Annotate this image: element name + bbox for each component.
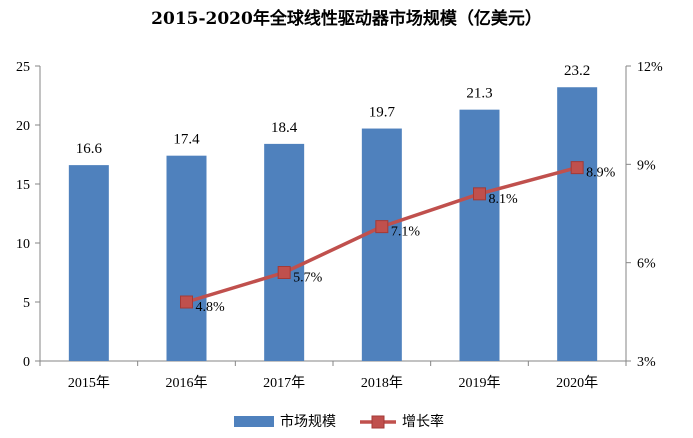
growth-data-label: 4.8% [196,300,226,315]
bar [264,143,305,361]
bar-data-label: 16.6 [76,141,103,157]
y-left-tick-label: 15 [16,178,30,193]
growth-point [180,295,193,309]
y-left-tick-label: 0 [23,355,30,370]
growth-point [277,266,291,279]
growth-point [375,220,389,234]
legend-label: 市场规模 [280,413,336,430]
y-right-tick-label: 6% [637,257,656,272]
x-tick-label: 2020年 [556,375,598,391]
bar-data-label: 23.2 [564,63,590,79]
bar [68,165,109,361]
growth-data-label: 8.1% [489,192,519,207]
growth-data-label: 5.7% [293,271,323,286]
x-tick-label: 2019年 [459,375,501,391]
bar [557,87,598,362]
bar-data-label: 18.4 [271,120,298,136]
bar [166,155,207,361]
growth-data-label: 8.9% [586,166,616,181]
legend-swatch-marker [371,415,385,429]
y-left-tick-label: 5 [23,296,30,311]
x-tick-label: 2018年 [361,375,403,391]
x-tick-label: 2017年 [263,375,305,391]
legend-swatch-bar [234,416,274,427]
x-tick-label: 2016年 [166,375,208,391]
bar-data-label: 17.4 [173,132,200,148]
y-left-tick-label: 20 [16,119,30,134]
chart-title: 2015-2020年全球线性驱动器市场规模（亿美元） [151,9,542,29]
y-right-tick-label: 3% [637,355,656,370]
bar-data-label: 21.3 [466,86,492,102]
legend-label: 增长率 [402,413,444,430]
bar [361,128,402,361]
y-right-tick-label: 9% [637,158,656,173]
growth-point [473,187,486,201]
growth-data-label: 7.1% [391,225,421,240]
x-tick-label: 2015年 [68,375,110,391]
y-left-tick-label: 10 [16,237,30,252]
growth-point [570,161,584,175]
bar-data-label: 19.7 [369,105,396,121]
bar [459,109,500,361]
y-right-tick-label: 12% [637,60,663,75]
y-left-tick-label: 25 [16,60,30,75]
